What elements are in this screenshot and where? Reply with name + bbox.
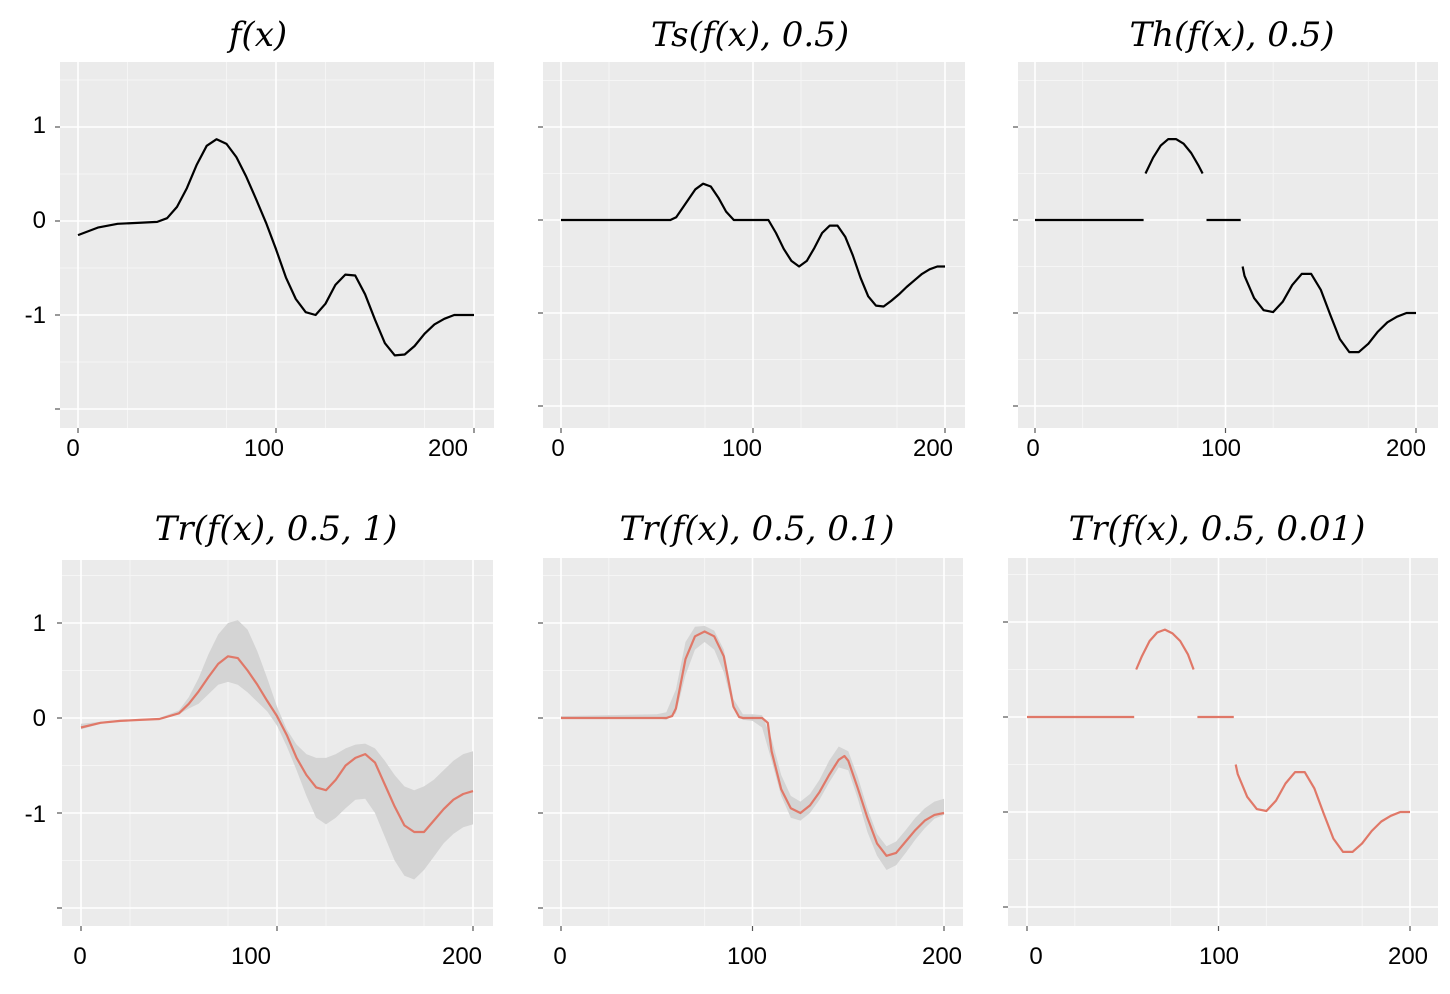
panel-title: Ts(f(x), 0.5): [651, 15, 849, 55]
y-tick-label: 0: [33, 705, 46, 732]
x-tick-label: 100: [231, 943, 271, 970]
panel-f: f(x) 0 100 200 1 0 -1: [25, 15, 494, 462]
x-tick-label: 100: [244, 435, 284, 462]
x-tick-label: 100: [1201, 435, 1241, 462]
y-tick-label: 1: [33, 112, 46, 139]
y-tick-label: -1: [25, 302, 46, 329]
series-line: [561, 630, 945, 857]
x-tick-label: 0: [1026, 435, 1039, 462]
panel-th: Th(f(x), 0.5) 0 100 200: [1013, 15, 1438, 462]
plot-background: [1008, 558, 1438, 926]
uncertainty-band: [81, 620, 473, 880]
panel-tr-1: Tr(f(x), 0.5, 1) 0 100 200 1 0 -1: [25, 509, 493, 970]
x-tick-label: 0: [66, 435, 79, 462]
x-tick-label: 0: [551, 435, 564, 462]
plot-background: [1018, 62, 1438, 428]
x-tick-label: 100: [722, 435, 762, 462]
plot-background: [60, 62, 494, 428]
x-tick-label: 200: [913, 435, 953, 462]
x-tick-label: 200: [442, 943, 482, 970]
x-tick-label: 0: [73, 943, 86, 970]
panel-tr-001: Tr(f(x), 0.5, 0.01) 0 100 200: [1003, 509, 1438, 970]
series-line: [561, 182, 945, 308]
x-tick-label: 200: [922, 943, 962, 970]
series-line: [77, 138, 474, 357]
x-tick-label: 200: [1388, 943, 1428, 970]
x-tick-label: 0: [553, 943, 566, 970]
x-tick-label: 0: [1029, 943, 1042, 970]
uncertainty-band: [561, 625, 944, 870]
series-line: [1241, 266, 1416, 354]
x-tick-label: 100: [727, 943, 767, 970]
panel-title: Th(f(x), 0.5): [1129, 15, 1334, 55]
series-line: [1135, 628, 1195, 670]
panel-title: Tr(f(x), 0.5, 1): [155, 509, 398, 549]
panel-title: Tr(f(x), 0.5, 0.01): [1069, 509, 1366, 549]
panel-title: Tr(f(x), 0.5, 0.1): [619, 509, 894, 549]
x-tick-label: 200: [1386, 435, 1426, 462]
plot-background: [543, 62, 965, 428]
x-tick-label: 200: [428, 435, 468, 462]
series-line: [1234, 764, 1410, 853]
panel-title: f(x): [226, 15, 287, 55]
series-line: [1144, 138, 1204, 175]
y-tick-label: 0: [33, 207, 46, 234]
panel-tr-01: Tr(f(x), 0.5, 0.1) 0 100 200: [538, 509, 963, 970]
y-tick-label: 1: [33, 610, 46, 637]
series-line: [80, 655, 474, 834]
x-tick-label: 100: [1199, 943, 1239, 970]
y-tick-label: -1: [25, 801, 46, 828]
panel-ts: Ts(f(x), 0.5) 0 100 200: [538, 15, 965, 462]
